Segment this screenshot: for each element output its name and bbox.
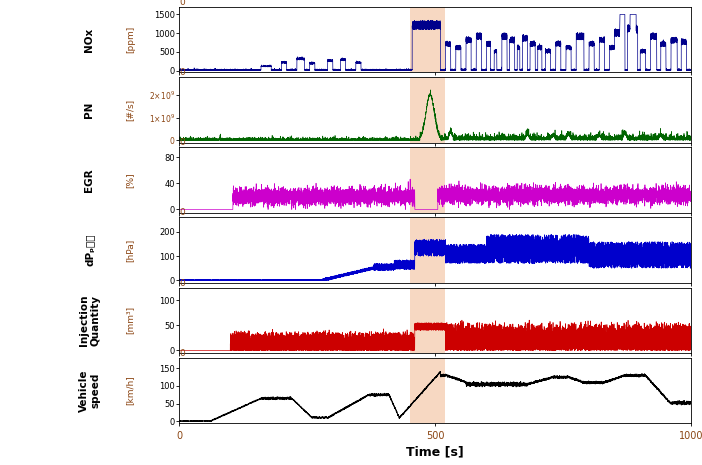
- Text: Vehicle
speed: Vehicle speed: [79, 369, 100, 412]
- Text: [#/s]: [#/s]: [126, 99, 135, 121]
- Bar: [410, 287, 446, 353]
- Text: [mm³]: [mm³]: [126, 306, 135, 334]
- Bar: [410, 7, 446, 73]
- Text: Injection
Quantity: Injection Quantity: [79, 294, 100, 346]
- X-axis label: Time [s]: Time [s]: [406, 445, 464, 458]
- Text: 0: 0: [179, 279, 185, 287]
- Text: [ppm]: [ppm]: [126, 26, 135, 53]
- Text: PN: PN: [84, 102, 94, 118]
- Text: [km/h]: [km/h]: [126, 376, 135, 405]
- Bar: [410, 358, 446, 423]
- Text: EGR: EGR: [84, 168, 94, 192]
- Bar: [410, 147, 446, 213]
- Text: [%]: [%]: [126, 172, 135, 188]
- Text: 0: 0: [179, 208, 185, 218]
- Text: 0: 0: [179, 0, 185, 7]
- Text: 0: 0: [179, 68, 185, 77]
- Text: 0: 0: [179, 349, 185, 358]
- Bar: [410, 77, 446, 143]
- Text: NOx: NOx: [84, 27, 94, 52]
- Bar: [410, 218, 446, 283]
- Text: dPₚ₟₟: dPₚ₟₟: [84, 234, 94, 266]
- Text: [hPa]: [hPa]: [126, 239, 135, 262]
- Text: 0: 0: [179, 138, 185, 147]
